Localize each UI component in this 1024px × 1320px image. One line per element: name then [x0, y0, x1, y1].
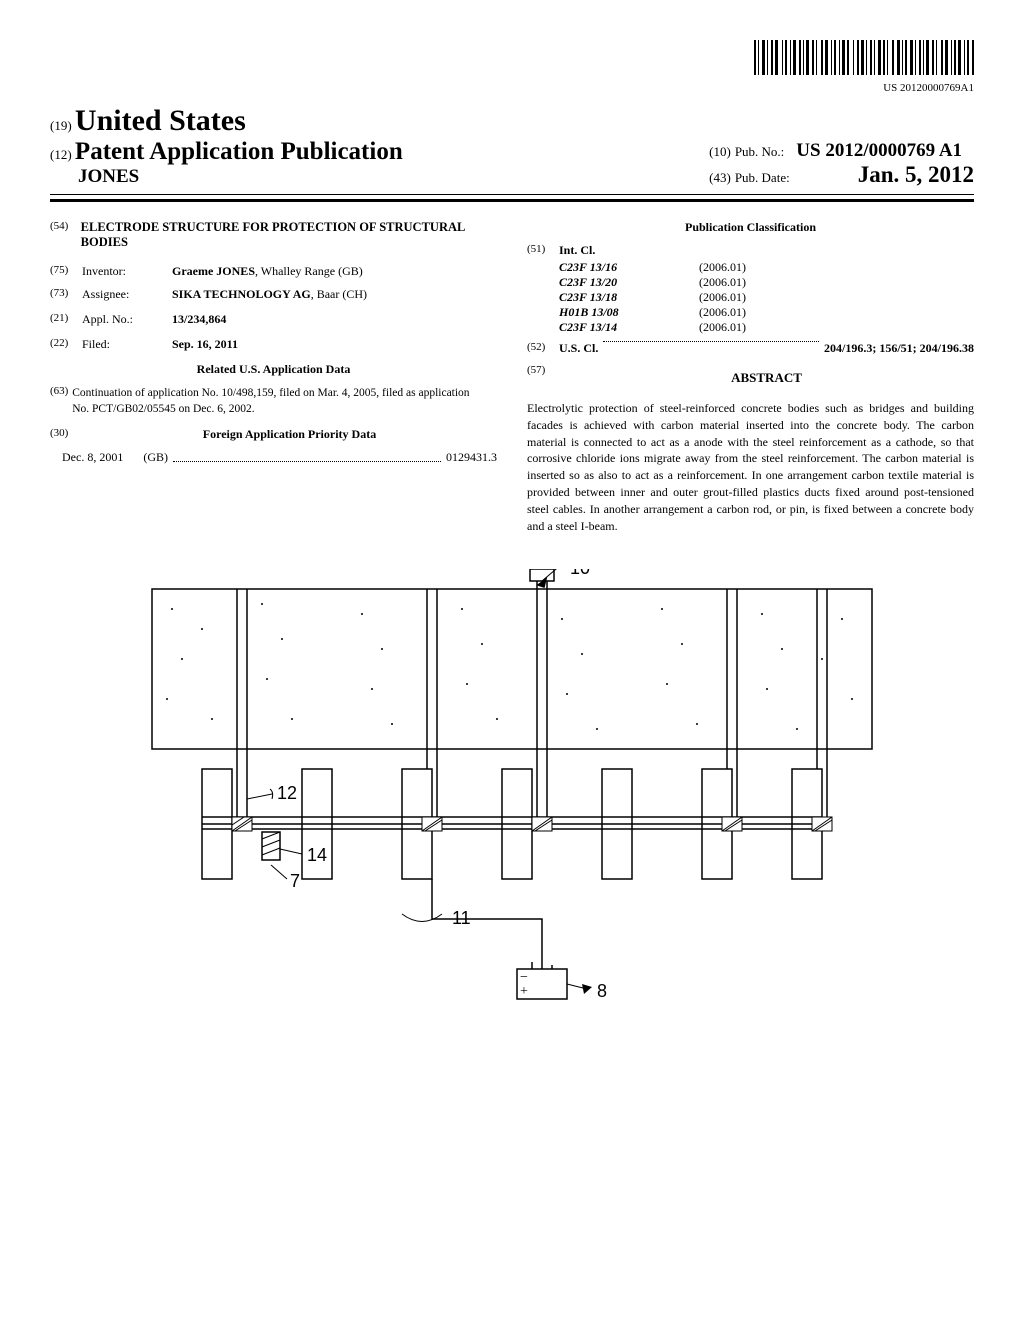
- intcl-year: (2006.01): [699, 275, 746, 290]
- intcl-year: (2006.01): [699, 320, 746, 335]
- assignee-num: (73): [50, 287, 82, 299]
- title-num: (54): [50, 220, 81, 232]
- barcode-text: US 20120000769A1: [50, 82, 974, 94]
- intcl-year: (2006.01): [699, 260, 746, 275]
- applno-val: 13/234,864: [172, 312, 497, 327]
- pubno-num: (10): [709, 144, 731, 159]
- fig-label-14: 14: [307, 845, 327, 865]
- abstract-title: ABSTRACT: [559, 370, 974, 386]
- abstract-text: Electrolytic protection of steel-reinfor…: [527, 400, 974, 534]
- svg-text:+: +: [520, 984, 528, 999]
- foreign-hdr: Foreign Application Priority Data: [82, 427, 497, 442]
- figure: − + 10 12 14 7 11 8: [50, 569, 974, 1054]
- pubdate-label: Pub. Date:: [735, 170, 790, 185]
- class-hdr: Publication Classification: [527, 220, 974, 235]
- filed-num: (22): [50, 337, 82, 349]
- abstract-num: (57): [527, 364, 559, 376]
- inventor-surname: JONES: [78, 166, 403, 188]
- svg-text:−: −: [520, 970, 528, 985]
- priority-date: Dec. 8, 2001: [62, 450, 123, 465]
- intcl-row: C23F 13/20 (2006.01): [559, 275, 974, 290]
- cont-text: Continuation of application No. 10/498,1…: [72, 385, 497, 417]
- inventor-name: Graeme JONES: [172, 264, 255, 278]
- pub-title: Patent Application Publication: [75, 138, 403, 165]
- inventor-num: (75): [50, 264, 82, 276]
- assignee-name: SIKA TECHNOLOGY AG: [172, 287, 311, 301]
- assignee-loc: , Baar (CH): [311, 287, 367, 301]
- pubno-label: Pub. No.:: [735, 144, 784, 159]
- fig-label-11: 11: [452, 908, 471, 928]
- country-num: (19): [50, 118, 72, 133]
- intcl-row: C23F 13/16 (2006.01): [559, 260, 974, 275]
- fig-label-12: 12: [277, 783, 297, 803]
- intcl-code: H01B 13/08: [559, 305, 659, 320]
- fig-label-8: 8: [597, 981, 607, 1001]
- intcl-code: C23F 13/16: [559, 260, 659, 275]
- assignee-label: Assignee:: [82, 287, 172, 302]
- fig-label-7: 7: [290, 871, 300, 891]
- intcl-year: (2006.01): [699, 305, 746, 320]
- priority-country: (GB): [143, 450, 168, 465]
- invention-title: ELECTRODE STRUCTURE FOR PROTECTION OF ST…: [81, 220, 497, 250]
- fig-label-10: 10: [570, 569, 590, 578]
- filed-val: Sep. 16, 2011: [172, 337, 497, 352]
- uscl-num: (52): [527, 341, 559, 353]
- applno-label: Appl. No.:: [82, 312, 172, 327]
- filed-label: Filed:: [82, 337, 172, 352]
- inventor-label: Inventor:: [82, 264, 172, 279]
- priority-num: 0129431.3: [446, 450, 497, 465]
- intcl-num: (51): [527, 243, 559, 255]
- left-column: (54) ELECTRODE STRUCTURE FOR PROTECTION …: [50, 220, 497, 534]
- inventor-loc: , Whalley Range (GB): [255, 264, 363, 278]
- intcl-code: C23F 13/18: [559, 290, 659, 305]
- uscl-val: 204/196.3; 156/51; 204/196.38: [824, 341, 974, 356]
- intcl-year: (2006.01): [699, 290, 746, 305]
- intcl-row: C23F 13/18 (2006.01): [559, 290, 974, 305]
- patent-figure-svg: − + 10 12 14 7 11 8: [122, 569, 902, 1049]
- pub-date: Jan. 5, 2012: [858, 162, 974, 187]
- barcode: [754, 40, 974, 75]
- intcl-label: Int. Cl.: [559, 243, 595, 258]
- related-hdr: Related U.S. Application Data: [50, 362, 497, 377]
- country: United States: [75, 104, 246, 137]
- intcl-code: C23F 13/14: [559, 320, 659, 335]
- foreign-num: (30): [50, 427, 82, 439]
- barcode-area: US 20120000769A1: [50, 30, 974, 104]
- intcl-row: H01B 13/08 (2006.01): [559, 305, 974, 320]
- pub-no: US 2012/0000769 A1: [796, 140, 962, 161]
- cont-num: (63): [50, 385, 72, 397]
- pubdate-num: (43): [709, 170, 731, 185]
- document-header: (19) United States (12) Patent Applicati…: [50, 104, 974, 195]
- intcl-row: C23F 13/14 (2006.01): [559, 320, 974, 335]
- intcl-code: C23F 13/20: [559, 275, 659, 290]
- right-column: Publication Classification (51) Int. Cl.…: [527, 220, 974, 534]
- applno-num: (21): [50, 312, 82, 324]
- uscl-label: U.S. Cl.: [559, 341, 598, 356]
- pub-num: (12): [50, 147, 72, 162]
